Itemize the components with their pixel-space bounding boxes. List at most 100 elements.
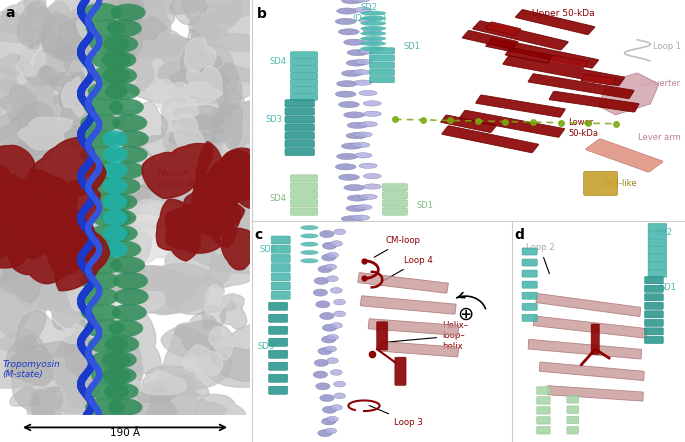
Polygon shape (184, 37, 216, 72)
Ellipse shape (336, 153, 358, 160)
Polygon shape (84, 54, 135, 89)
Polygon shape (0, 145, 35, 209)
Polygon shape (64, 42, 126, 84)
Polygon shape (177, 44, 214, 63)
FancyBboxPatch shape (290, 175, 318, 182)
FancyBboxPatch shape (369, 48, 395, 54)
Polygon shape (156, 199, 201, 261)
Polygon shape (188, 67, 229, 93)
Polygon shape (0, 221, 29, 267)
Polygon shape (18, 34, 71, 85)
Ellipse shape (363, 184, 382, 189)
Polygon shape (192, 185, 240, 248)
Ellipse shape (325, 346, 337, 352)
Ellipse shape (351, 215, 370, 220)
FancyBboxPatch shape (290, 87, 318, 93)
Ellipse shape (338, 101, 359, 107)
Text: 190 Å: 190 Å (110, 428, 140, 438)
FancyBboxPatch shape (648, 231, 667, 239)
Ellipse shape (346, 60, 367, 66)
Ellipse shape (314, 278, 329, 285)
FancyBboxPatch shape (648, 224, 667, 231)
Polygon shape (20, 120, 90, 162)
Polygon shape (0, 53, 57, 101)
Polygon shape (210, 34, 271, 82)
Polygon shape (178, 212, 208, 253)
FancyBboxPatch shape (395, 357, 406, 385)
Ellipse shape (360, 36, 386, 41)
Ellipse shape (323, 324, 336, 332)
Polygon shape (147, 80, 178, 102)
FancyBboxPatch shape (285, 99, 314, 107)
FancyBboxPatch shape (269, 374, 288, 382)
Text: Loop 2: Loop 2 (525, 243, 554, 274)
Polygon shape (0, 118, 50, 180)
Polygon shape (0, 163, 31, 260)
Ellipse shape (341, 216, 362, 222)
Ellipse shape (80, 145, 120, 164)
Polygon shape (92, 171, 162, 217)
Polygon shape (16, 169, 53, 222)
Ellipse shape (91, 50, 132, 69)
Ellipse shape (321, 418, 336, 425)
Ellipse shape (300, 242, 319, 247)
Ellipse shape (106, 240, 141, 258)
FancyBboxPatch shape (522, 303, 537, 310)
Polygon shape (159, 60, 238, 93)
Polygon shape (189, 130, 253, 168)
Polygon shape (27, 387, 93, 433)
Ellipse shape (79, 129, 119, 149)
Polygon shape (0, 85, 37, 121)
Ellipse shape (112, 304, 147, 321)
Ellipse shape (84, 319, 125, 338)
FancyBboxPatch shape (271, 236, 290, 244)
FancyBboxPatch shape (290, 200, 318, 207)
FancyBboxPatch shape (645, 285, 663, 292)
Ellipse shape (101, 351, 137, 369)
Polygon shape (62, 77, 86, 117)
Ellipse shape (82, 3, 122, 22)
Polygon shape (0, 23, 46, 42)
Polygon shape (0, 11, 27, 34)
Polygon shape (77, 7, 108, 41)
Ellipse shape (360, 31, 386, 36)
Ellipse shape (346, 133, 367, 139)
Polygon shape (128, 34, 198, 57)
FancyBboxPatch shape (269, 302, 288, 310)
Polygon shape (210, 214, 290, 234)
Polygon shape (209, 326, 233, 360)
Ellipse shape (300, 225, 319, 230)
Ellipse shape (88, 82, 127, 101)
FancyBboxPatch shape (549, 91, 639, 112)
Polygon shape (55, 104, 111, 160)
Ellipse shape (112, 114, 147, 132)
Polygon shape (68, 278, 86, 311)
Ellipse shape (101, 367, 136, 384)
Polygon shape (199, 196, 287, 248)
Text: F-actin
(M-state): F-actin (M-state) (60, 256, 101, 276)
Polygon shape (208, 252, 292, 273)
Text: SD1: SD1 (403, 42, 421, 51)
Polygon shape (168, 206, 195, 235)
Ellipse shape (103, 225, 138, 242)
FancyBboxPatch shape (486, 38, 599, 68)
Polygon shape (0, 104, 66, 176)
Polygon shape (86, 37, 160, 93)
Polygon shape (154, 138, 208, 201)
Polygon shape (60, 356, 116, 413)
Ellipse shape (101, 51, 136, 69)
FancyBboxPatch shape (459, 110, 564, 137)
Polygon shape (112, 342, 142, 415)
Ellipse shape (81, 303, 121, 322)
Polygon shape (64, 355, 128, 409)
FancyBboxPatch shape (475, 95, 565, 117)
Polygon shape (182, 345, 223, 376)
Ellipse shape (331, 240, 342, 246)
FancyBboxPatch shape (271, 273, 290, 281)
Ellipse shape (325, 264, 337, 270)
Polygon shape (212, 232, 236, 257)
Text: d: d (514, 228, 524, 242)
FancyBboxPatch shape (539, 362, 644, 381)
Polygon shape (91, 381, 147, 418)
Polygon shape (91, 400, 181, 421)
